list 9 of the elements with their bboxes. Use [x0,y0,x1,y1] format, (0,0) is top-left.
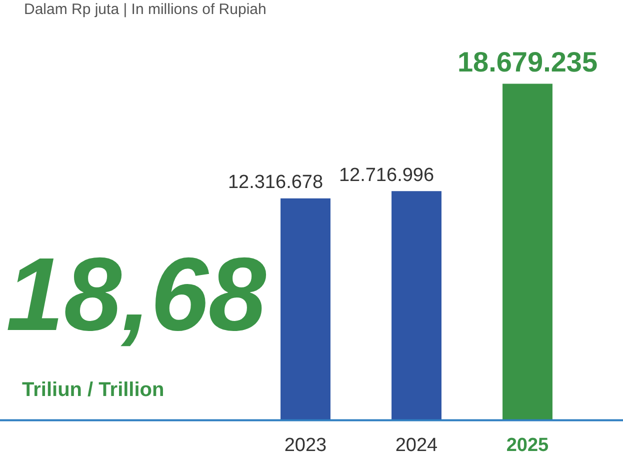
data-label: 12.316.678 [228,172,324,194]
annotation: 18,68 [6,237,266,353]
chart-subtitle: Dalam Rp juta | In millions of Rupiah [24,1,266,18]
x-tick-label: 2025 [506,434,550,456]
x-tick-label: 2024 [395,434,438,456]
data-label: 12.716.996 [338,164,434,186]
x-tick-label: 2023 [284,434,327,456]
data-label: 18.679.235 [457,46,598,78]
text: Triliun / Trillion [22,379,164,401]
